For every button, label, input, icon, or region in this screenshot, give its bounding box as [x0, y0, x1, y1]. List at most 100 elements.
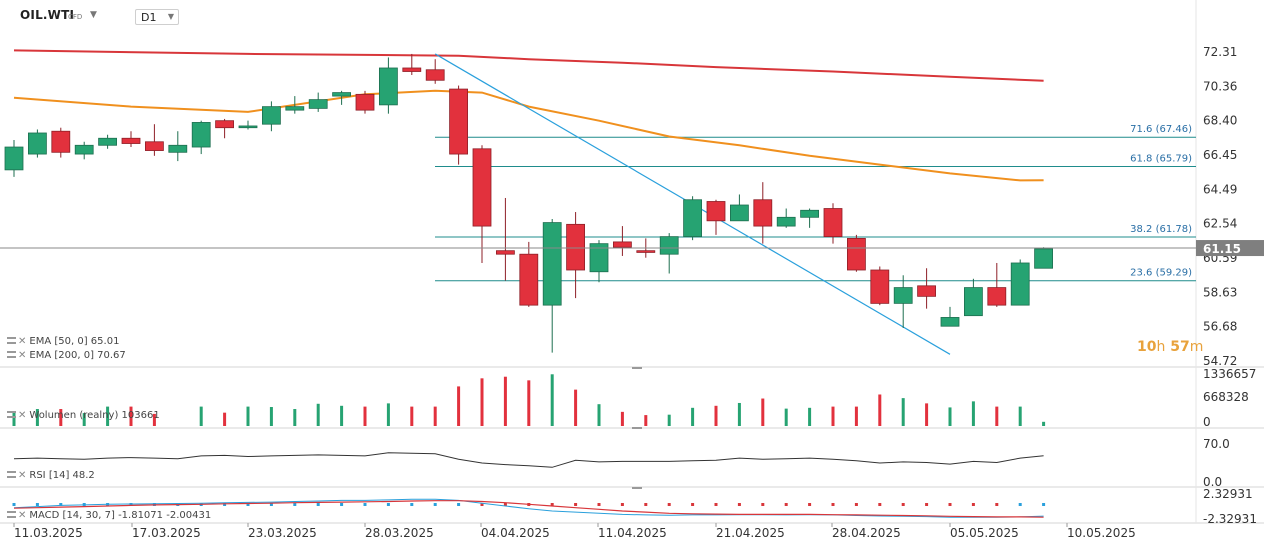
- macd-signal-value: -2.00431: [166, 510, 212, 521]
- volume-bar: [644, 415, 648, 426]
- candle-body: [168, 144, 188, 153]
- volume-label: Wolumen (realny): [29, 410, 119, 421]
- volume-bar: [199, 406, 203, 426]
- candle-body: [1034, 248, 1053, 269]
- price-tick-label: 72.31: [1203, 45, 1237, 59]
- chevron-down-icon: ▼: [167, 12, 174, 21]
- volume-tick-label: 1336657: [1203, 367, 1256, 381]
- macd-signal-line: [13, 500, 1044, 518]
- candle-body: [847, 237, 866, 271]
- ema50-line: [13, 89, 1044, 182]
- macd-histogram-bar: [410, 503, 414, 506]
- menu-icon[interactable]: [7, 471, 16, 478]
- candle-body: [519, 253, 539, 306]
- volume-bar: [527, 380, 531, 426]
- volume-bar: [433, 406, 437, 426]
- macd-histogram-bar: [831, 503, 835, 506]
- macd-histogram-bar: [35, 503, 39, 506]
- time-tick-label: 28.03.2025: [365, 526, 434, 540]
- price-tick-label: 64.49: [1203, 182, 1237, 196]
- time-tick-label: 04.04.2025: [481, 526, 550, 540]
- macd-histogram-bar: [1042, 503, 1046, 506]
- volume-bar: [737, 402, 741, 426]
- timeframe-select[interactable]: D1 ▼: [135, 9, 179, 25]
- candle-body: [753, 199, 773, 227]
- candle-body: [449, 88, 469, 155]
- candle-body: [870, 269, 890, 304]
- rsi-tick-label: 0.0: [1203, 475, 1222, 489]
- volume-bar: [386, 403, 390, 426]
- volume-bar: [503, 376, 507, 426]
- macd-histogram-bar: [550, 503, 554, 506]
- menu-icon[interactable]: [7, 351, 16, 358]
- volume-bar: [316, 403, 320, 426]
- volume-bar: [574, 389, 578, 426]
- macd-histogram-bar: [223, 503, 227, 506]
- volume-legend[interactable]: ✕ Wolumen (realny) 103661: [7, 410, 160, 421]
- time-tick-label: 21.04.2025: [716, 526, 785, 540]
- volume-bar: [35, 409, 39, 426]
- close-icon[interactable]: ✕: [18, 350, 27, 361]
- volume-bar: [714, 405, 718, 426]
- macd-histogram-bar: [761, 503, 765, 506]
- symbol-label[interactable]: OIL.WTI: [20, 8, 75, 22]
- volume-bar: [878, 394, 882, 426]
- volume-bar: [620, 411, 624, 426]
- candle-body: [917, 285, 936, 297]
- menu-icon[interactable]: [7, 411, 16, 418]
- volume-bar: [831, 406, 835, 426]
- countdown-hours: 10: [1137, 339, 1157, 355]
- candle-body: [823, 208, 843, 238]
- time-tick-label: 11.04.2025: [598, 526, 667, 540]
- macd-histogram-bar: [620, 503, 624, 506]
- fib-level-label: 71.6 (67.46): [1130, 124, 1192, 135]
- macd-value: -1.81071: [118, 510, 164, 521]
- candle-body: [987, 287, 1007, 306]
- macd-histogram-bar: [269, 503, 273, 506]
- candle-body: [940, 317, 960, 327]
- macd-histogram-bar: [59, 503, 63, 506]
- volume-bar: [691, 407, 695, 426]
- candle-countdown: 10h 57m: [1137, 339, 1203, 355]
- candle-body: [613, 241, 632, 248]
- macd-histogram-bar: [503, 503, 507, 506]
- close-icon[interactable]: ✕: [18, 470, 27, 481]
- close-icon[interactable]: ✕: [18, 410, 27, 421]
- close-icon[interactable]: ✕: [18, 510, 27, 521]
- rsi-value: 48.2: [72, 470, 95, 481]
- macd-histogram-bar: [597, 503, 601, 506]
- candle-body: [27, 132, 47, 155]
- macd-legend[interactable]: ✕ MACD [14, 30, 7] -1.81071 -2.00431: [7, 510, 211, 521]
- symbol-dropdown-icon[interactable]: ▼: [90, 10, 97, 20]
- volume-bar: [82, 413, 86, 426]
- candle-body: [215, 120, 235, 129]
- time-tick-label: 05.05.2025: [950, 526, 1019, 540]
- ema50-legend[interactable]: ✕ EMA [50, 0] 65.01: [7, 336, 119, 347]
- rsi-legend[interactable]: ✕ RSI [14] 48.2: [7, 470, 95, 481]
- close-icon[interactable]: ✕: [18, 336, 27, 347]
- macd-histogram-bar: [925, 503, 929, 506]
- ema200-line: [13, 49, 1044, 82]
- macd-histogram-bar: [574, 503, 578, 506]
- rsi-label: RSI [14]: [29, 470, 70, 481]
- current-price-label: 61.15: [1203, 242, 1241, 256]
- macd-histogram-bar: [995, 503, 999, 506]
- price-tick-label: 68.40: [1203, 114, 1237, 128]
- countdown-hours-unit: h: [1156, 339, 1166, 355]
- menu-icon[interactable]: [7, 511, 16, 518]
- macd-histogram-bar: [644, 503, 648, 506]
- rsi-tick-label: 70.0: [1203, 437, 1230, 451]
- macd-histogram-bar: [433, 503, 437, 506]
- time-tick-label: 28.04.2025: [832, 526, 901, 540]
- countdown-minutes: 57: [1170, 339, 1190, 355]
- symbol-type-label: CFD: [68, 13, 83, 21]
- macd-line: [13, 498, 1044, 518]
- countdown-minutes-unit: m: [1189, 339, 1204, 355]
- volume-bar: [410, 406, 414, 426]
- volume-value: 103661: [121, 410, 160, 421]
- menu-icon[interactable]: [7, 337, 16, 344]
- ema200-legend[interactable]: ✕ EMA [200, 0] 70.67: [7, 350, 126, 361]
- volume-bar: [1018, 406, 1022, 426]
